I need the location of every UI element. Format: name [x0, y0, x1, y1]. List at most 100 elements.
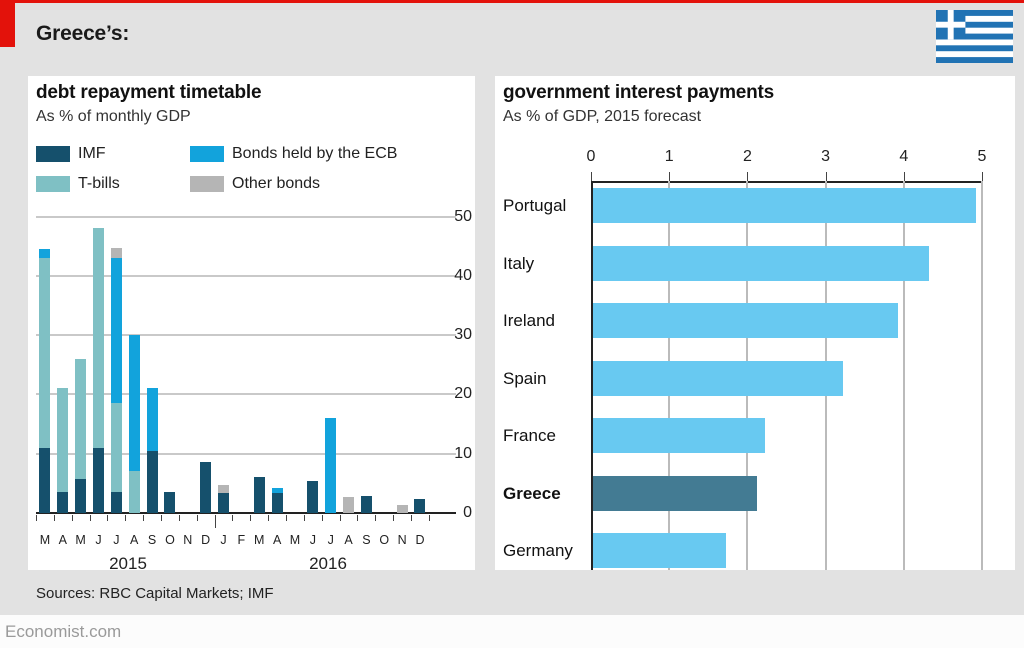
- legend-label: T-bills: [78, 175, 120, 192]
- x-axis-tick: [268, 515, 270, 521]
- top-axis-line: [591, 181, 983, 183]
- x-axis-tick: [303, 515, 305, 521]
- bar-segment-other-bonds: [218, 484, 230, 493]
- top-axis-tick: [591, 172, 592, 181]
- right-chart-title: government interest payments: [503, 82, 775, 103]
- country-bar-greece: [593, 475, 758, 511]
- country-label-france: France: [503, 426, 556, 446]
- bar-segment-t-bills: [93, 228, 104, 448]
- page-title: Greece’s:: [36, 22, 130, 45]
- x-axis-month-label: M: [254, 533, 265, 547]
- x-axis-tick: [53, 515, 55, 521]
- bar-segment-t-bills: [57, 388, 69, 493]
- x-axis-tick: [196, 515, 198, 521]
- top-axis-tick: [747, 172, 749, 181]
- x-gridline: [981, 181, 983, 570]
- bar-segment-imf: [218, 492, 230, 513]
- country-label-germany: Germany: [503, 541, 573, 561]
- x-axis-tick: [214, 515, 216, 528]
- bar-segment-t-bills: [128, 471, 140, 513]
- bar-segment-t-bills: [39, 258, 51, 448]
- x-axis-tick: [143, 515, 145, 521]
- bar-segment-t-bills: [110, 403, 122, 493]
- y-gridline: [36, 393, 456, 396]
- x-axis-month-label: J: [113, 533, 120, 547]
- x-axis-month-label: O: [165, 533, 175, 547]
- y-gridline: [36, 215, 456, 218]
- other-bonds-swatch: [190, 176, 224, 192]
- x-axis-tick: [232, 515, 234, 521]
- bar-segment-bonds-held-by-the-ecb: [39, 249, 51, 258]
- x-axis-tick: [161, 515, 163, 521]
- tbills-swatch: [36, 176, 70, 192]
- x-axis-month-label: M: [39, 533, 51, 547]
- bar-segment-bonds-held-by-the-ecb: [146, 388, 158, 451]
- debt-repayment-plot-area: 0 10 20 30 40 50 M A M J J A S O N D J F M A M J J A S O N D 2015 201…: [36, 208, 475, 573]
- bar-segment-other-bonds: [396, 505, 408, 513]
- top-axis-tick: [825, 172, 827, 181]
- x-axis-month-label: F: [237, 533, 246, 547]
- x-axis-month-label: J: [95, 533, 102, 547]
- bar-segment-imf: [110, 492, 122, 513]
- left-chart-title: debt repayment timetable: [36, 82, 262, 103]
- x-axis-month-label: S: [362, 533, 371, 547]
- top-axis-tick: [669, 172, 671, 181]
- bar-segment-imf: [360, 495, 372, 513]
- x-axis-tick: [89, 515, 91, 521]
- x-axis-tick-label: 4: [899, 148, 909, 165]
- country-label-greece: Greece: [503, 483, 561, 503]
- country-bar-spain: [593, 360, 844, 396]
- bar-segment-t-bills: [75, 358, 87, 480]
- country-bar-italy: [593, 245, 930, 281]
- bar-segment-other-bonds: [343, 496, 355, 513]
- y-axis-tick-label: 50: [454, 207, 472, 225]
- x-axis-month-label: J: [327, 533, 334, 547]
- bar-segment-bonds-held-by-the-ecb: [325, 418, 337, 513]
- country-bar-portugal: [593, 188, 977, 224]
- y-axis-tick-label: 30: [454, 326, 472, 344]
- bar-segment-imf: [57, 492, 69, 513]
- x-axis-tick: [36, 515, 37, 521]
- x-gridline: [902, 181, 905, 570]
- y-axis-tick-label: 20: [454, 385, 472, 403]
- y-gridline: [36, 334, 456, 337]
- bar-segment-imf: [414, 499, 426, 513]
- x-axis-tick: [107, 515, 109, 521]
- x-axis-month-label: D: [201, 533, 211, 547]
- x-axis-month-label: A: [272, 533, 282, 547]
- x-axis-year-label: 2016: [309, 554, 347, 573]
- x-axis-month-label: N: [397, 533, 407, 547]
- country-label-portugal: Portugal: [503, 196, 567, 216]
- y-axis-tick-label: 40: [454, 266, 472, 284]
- x-axis-tick-label: 5: [977, 148, 987, 165]
- x-axis-tick: [393, 515, 395, 521]
- zero-axis-line: [591, 181, 593, 570]
- x-axis-baseline: [36, 512, 456, 514]
- x-axis-month-label: M: [75, 533, 86, 547]
- bar-segment-imf: [164, 492, 176, 513]
- y-gridline: [36, 274, 456, 277]
- x-axis-month-label: S: [147, 533, 157, 547]
- country-bar-france: [593, 418, 766, 454]
- country-label-ireland: Ireland: [503, 311, 555, 331]
- x-axis-tick-label: 1: [664, 148, 674, 165]
- bar-segment-imf: [307, 480, 319, 513]
- economist-red-block: [0, 0, 15, 47]
- x-axis-month-label: O: [379, 533, 390, 547]
- greece-flag-icon: [936, 10, 1013, 63]
- x-axis-month-label: M: [289, 533, 301, 547]
- ecb-bonds-swatch: [190, 146, 224, 162]
- top-red-rule: [0, 0, 1024, 3]
- x-axis-tick: [428, 515, 430, 521]
- x-axis-month-label: A: [130, 533, 139, 547]
- bar-segment-imf: [271, 492, 283, 513]
- economist-footer-link[interactable]: Economist.com: [5, 622, 122, 641]
- x-axis-tick: [321, 515, 323, 521]
- y-axis-tick-label: 0: [463, 504, 472, 521]
- x-axis-tick: [339, 515, 341, 521]
- bar-segment-other-bonds: [110, 247, 122, 258]
- top-axis-tick: [982, 172, 983, 181]
- bar-segment-imf: [75, 479, 87, 513]
- x-axis-month-label: N: [183, 533, 193, 547]
- sources-note: Sources: RBC Capital Markets; IMF: [36, 585, 274, 602]
